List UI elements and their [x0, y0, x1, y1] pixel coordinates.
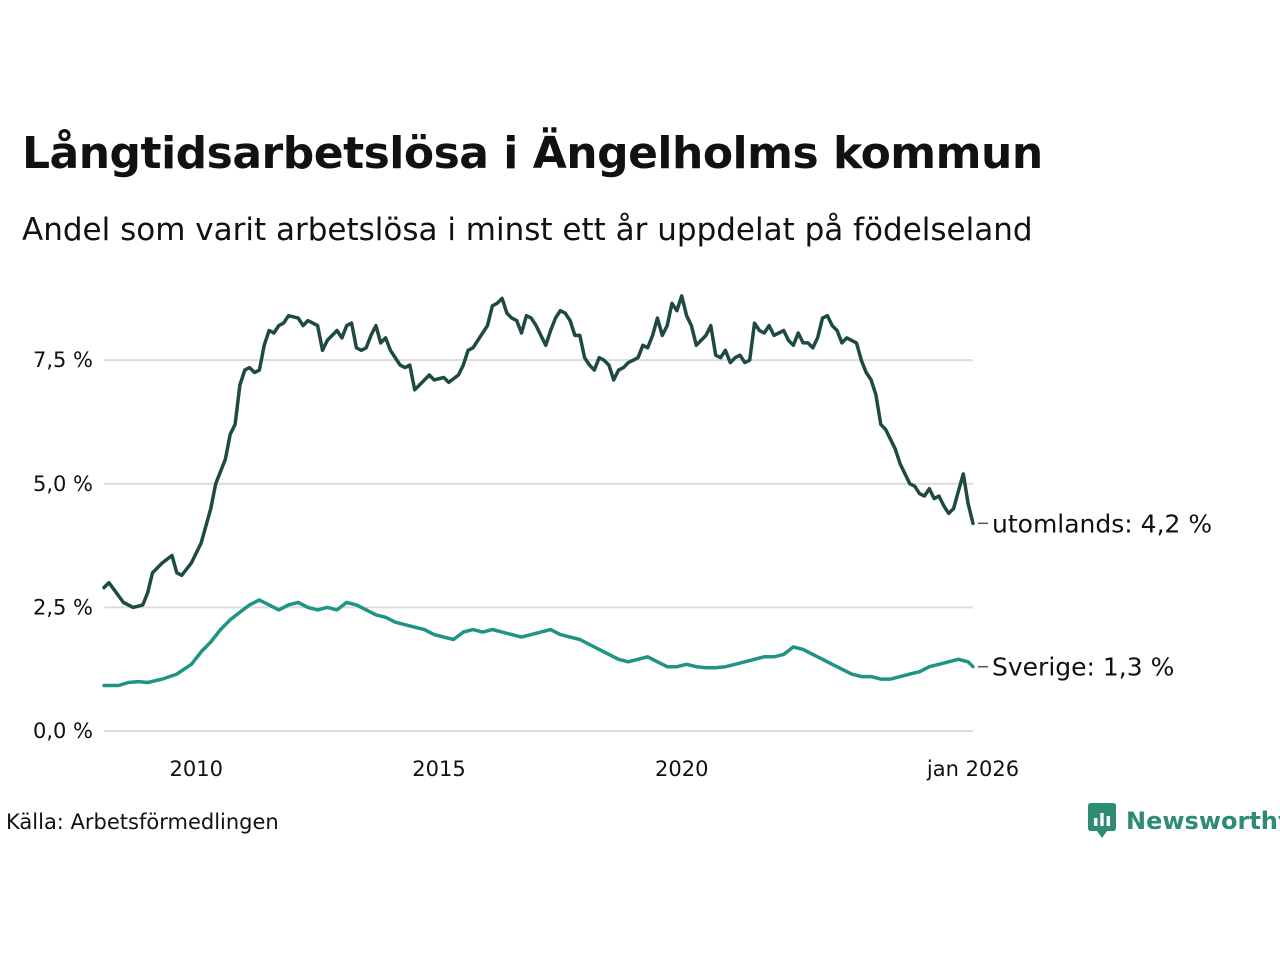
series-lines: [102, 294, 975, 688]
chart-title: Långtidsarbetslösa i Ängelholms kommun: [22, 128, 1043, 179]
y-tick-label: 7,5 %: [33, 348, 93, 372]
x-tick-label: 2020: [655, 757, 708, 781]
y-tick-label: 0,0 %: [33, 719, 93, 743]
x-axis-tick-labels: 2010 2015 2020 jan 2026: [170, 757, 1020, 781]
y-axis-tick-labels: 0,0 % 2,5 % 5,0 % 7,5 %: [33, 348, 93, 743]
brand-logo: Newsworthy: [1088, 803, 1280, 839]
chart-subtitle: Andel som varit arbetslösa i minst ett å…: [22, 212, 1033, 248]
y-tick-label: 5,0 %: [33, 472, 93, 496]
y-tick-label: 2,5 %: [33, 595, 93, 619]
series-end-labels: utomlands: 4,2 % Sverige: 1,3 %: [978, 509, 1212, 682]
series-line-sverige: [102, 598, 975, 688]
x-tick-label: jan 2026: [926, 757, 1019, 781]
source-note: Källa: Arbetsförmedlingen: [6, 810, 279, 834]
series-line-utomlands: [102, 294, 975, 610]
brand-name: Newsworthy: [1126, 807, 1280, 835]
gridlines: [104, 359, 973, 732]
line-chart: 0,0 % 2,5 % 5,0 % 7,5 % 2010 2015 2020 jan 202…: [33, 294, 1212, 781]
x-tick-label: 2010: [170, 757, 223, 781]
x-tick-label: 2015: [412, 757, 465, 781]
series-end-label-utomlands: utomlands: 4,2 %: [992, 509, 1212, 538]
newsworthy-logo-icon: [1088, 803, 1116, 838]
series-end-label-sverige: Sverige: 1,3 %: [992, 653, 1174, 682]
